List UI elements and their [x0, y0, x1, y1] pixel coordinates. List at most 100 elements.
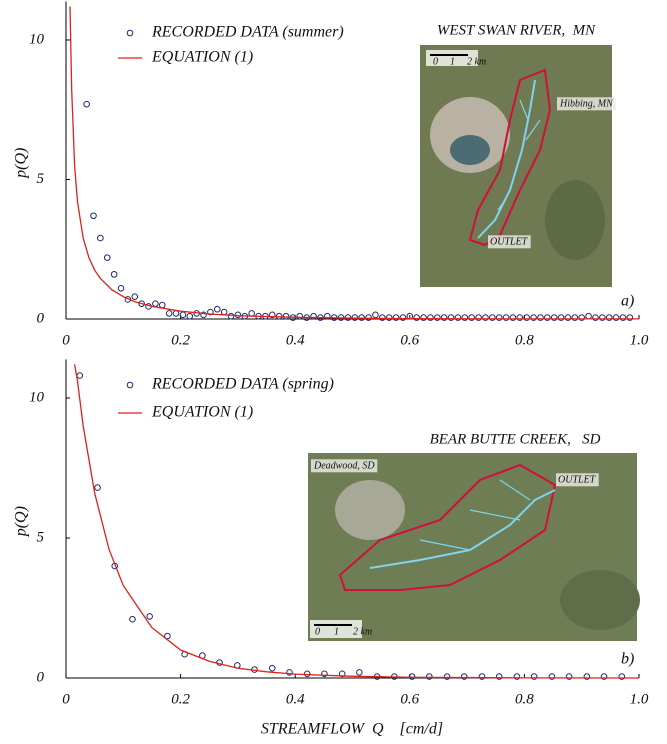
y-axis-label: p(Q): [13, 148, 30, 179]
data-point: [517, 315, 523, 321]
x-axis-label: STREAMFLOW Q [cm/d]: [261, 721, 443, 738]
data-point: [476, 315, 482, 321]
data-point: [572, 315, 578, 321]
x-tick-label: 0.6: [400, 691, 419, 707]
data-point: [627, 315, 633, 321]
y-tick-label: 5: [37, 529, 45, 545]
data-point: [159, 302, 165, 308]
data-point: [483, 315, 489, 321]
y-tick-label: 0: [37, 310, 45, 326]
data-point: [444, 674, 450, 680]
figure: 00.20.40.60.81.00510p(Q)a)RECORDED DATA …: [0, 0, 667, 744]
data-point: [304, 671, 310, 677]
data-point: [414, 315, 420, 321]
data-point: [180, 312, 186, 318]
data-point: [426, 674, 432, 680]
legend-label: EQUATION (1): [151, 404, 253, 421]
legend-label: RECORDED DATA (spring): [151, 376, 334, 393]
map-scale-label: 0: [315, 626, 320, 637]
panel-label: a): [621, 293, 634, 310]
x-tick-label: 0: [62, 332, 70, 348]
map-title: BEAR BUTTE CREEK, SD: [430, 431, 601, 447]
data-point: [400, 315, 406, 321]
x-tick-label: 0.8: [515, 691, 534, 707]
data-point: [153, 301, 159, 307]
data-point: [455, 315, 461, 321]
map-label: OUTLET: [490, 236, 529, 247]
x-tick-label: 0.8: [515, 332, 534, 348]
data-point: [173, 311, 179, 317]
data-point: [214, 306, 220, 312]
data-point: [428, 315, 434, 321]
data-point: [620, 315, 626, 321]
data-point: [503, 315, 509, 321]
data-point: [147, 614, 153, 620]
data-point: [600, 315, 606, 321]
data-point: [379, 315, 385, 321]
data-point: [132, 294, 138, 300]
map-scale-label: 2 km: [467, 56, 486, 67]
data-point: [613, 315, 619, 321]
y-axis-label: p(Q): [13, 506, 30, 537]
y-tick-label: 5: [37, 171, 45, 187]
data-point: [77, 373, 83, 379]
data-point: [514, 674, 520, 680]
map-label: OUTLET: [558, 474, 597, 485]
data-point: [235, 312, 241, 318]
data-point: [435, 315, 441, 321]
data-point: [531, 315, 537, 321]
data-point: [84, 101, 90, 107]
map-label: Deadwood, SD: [313, 460, 375, 471]
data-point: [228, 313, 234, 319]
data-point: [91, 213, 97, 219]
data-point: [579, 315, 585, 321]
data-point: [565, 315, 571, 321]
data-point: [496, 674, 502, 680]
data-point: [373, 312, 379, 318]
x-tick-label: 0: [62, 691, 70, 707]
data-point: [461, 674, 467, 680]
data-point: [441, 315, 447, 321]
data-point: [118, 286, 124, 292]
map-image: [420, 45, 612, 287]
y-tick-label: 0: [37, 669, 45, 685]
x-tick-label: 1.0: [630, 332, 649, 348]
map-scale-label: 2 km: [353, 626, 372, 637]
y-tick-label: 10: [29, 31, 45, 47]
x-tick-label: 0.2: [171, 691, 190, 707]
data-point: [469, 315, 475, 321]
legend-marker: [127, 382, 133, 388]
data-point: [297, 313, 303, 319]
map-label: Hibbing, MN: [559, 98, 614, 109]
data-point: [606, 315, 612, 321]
data-point: [558, 315, 564, 321]
data-point: [586, 313, 592, 319]
data-point: [393, 315, 399, 321]
data-point: [98, 235, 104, 241]
data-point: [283, 313, 289, 319]
x-tick-label: 0.6: [400, 332, 419, 348]
legend-marker: [127, 30, 133, 36]
data-point: [269, 665, 275, 671]
data-point: [462, 315, 468, 321]
data-point: [538, 315, 544, 321]
x-tick-label: 0.2: [171, 332, 190, 348]
x-tick-label: 0.4: [286, 691, 305, 707]
data-point: [366, 315, 372, 321]
data-point: [479, 674, 485, 680]
map-title: WEST SWAN RIVER, MN: [437, 22, 596, 38]
data-point: [545, 315, 551, 321]
panel-label: b): [621, 651, 634, 668]
map-scale-label: 1: [334, 626, 339, 637]
data-point: [187, 313, 193, 319]
data-point: [104, 255, 110, 261]
map-scale-label: 0: [433, 56, 438, 67]
y-tick-label: 10: [29, 389, 45, 405]
data-point: [510, 315, 516, 321]
data-point: [448, 315, 454, 321]
map-scale-label: 1: [450, 56, 455, 67]
data-point: [95, 485, 101, 491]
data-point: [496, 315, 502, 321]
legend-label: EQUATION (1): [151, 49, 253, 66]
x-tick-label: 0.4: [286, 332, 305, 348]
